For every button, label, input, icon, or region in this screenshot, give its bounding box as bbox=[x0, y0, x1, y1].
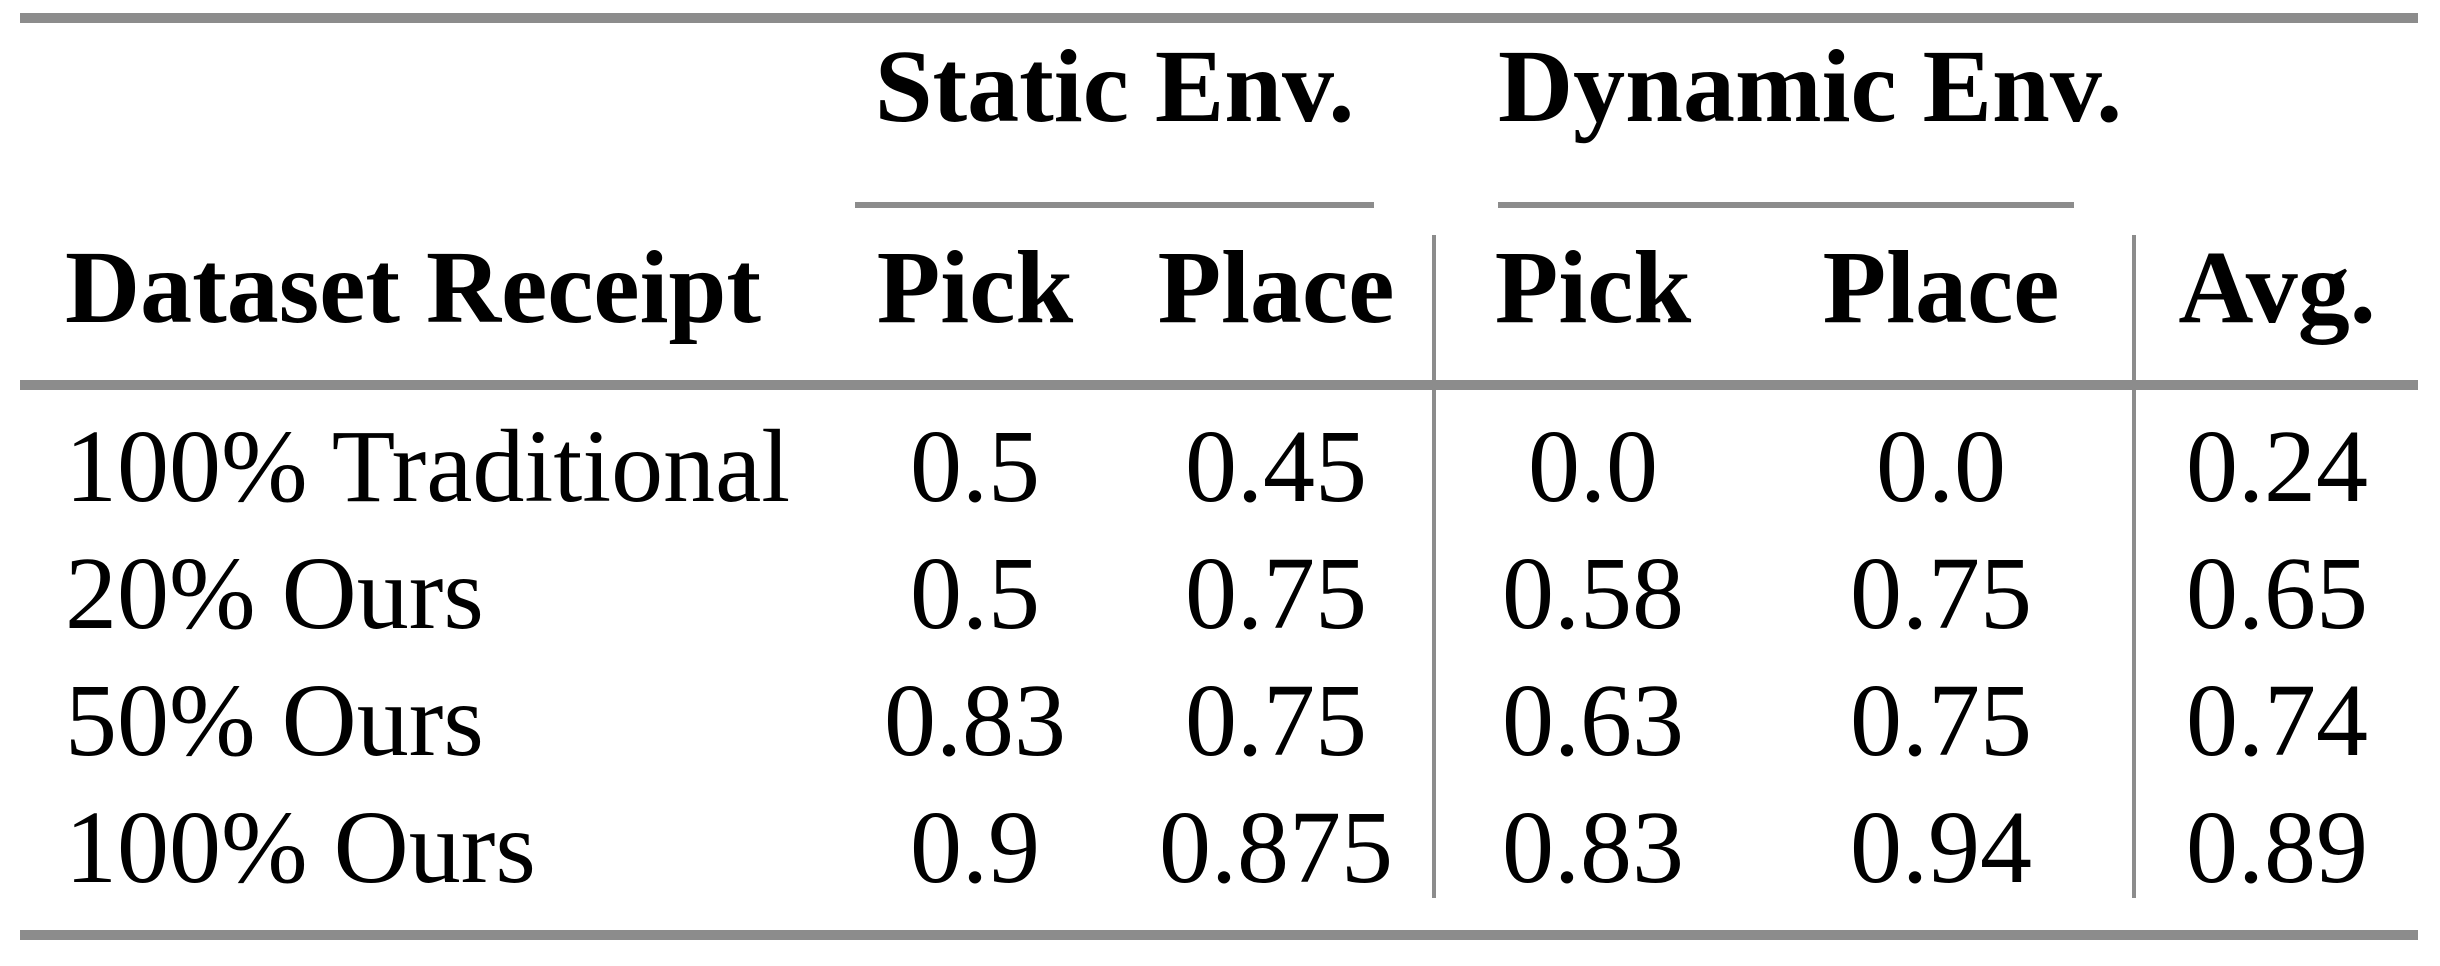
column-header-avg: Avg. bbox=[2132, 230, 2419, 390]
column-header-dynamic-pick: Pick bbox=[1432, 230, 1751, 390]
static-place-cell: 0.875 bbox=[1159, 790, 1393, 905]
dynamic-pick-cell: 0.63 bbox=[1432, 644, 1751, 778]
dynamic-pick-cell: 0.58 bbox=[1432, 517, 1751, 651]
dynamic-pick-cell: 0.0 bbox=[1432, 385, 1751, 524]
avg-cell: 0.24 bbox=[2132, 385, 2419, 524]
table-row: 100% Ours 0.9 0.875 0.83 0.94 0.89 bbox=[20, 771, 2419, 905]
dynamic-place-cell: 0.0 bbox=[1876, 409, 2007, 524]
table-row: 50% Ours 0.83 0.75 0.63 0.75 0.74 bbox=[20, 644, 2419, 778]
column-group-dynamic-label: Dynamic Env. bbox=[1498, 23, 2122, 208]
static-place-cell: 0.45 bbox=[1185, 409, 1367, 524]
static-pick-cell: 0.9 bbox=[910, 790, 1040, 905]
spacer-cell bbox=[2134, 18, 2418, 235]
table-row: 100% Traditional 0.5 0.45 0.0 0.0 0.24 bbox=[20, 385, 2419, 524]
column-header-dataset-receipt: Dataset Receipt bbox=[20, 230, 830, 390]
static-place-cell: 0.75 bbox=[1185, 536, 1367, 651]
avg-cell: 0.89 bbox=[2132, 771, 2419, 905]
row-label-cell: 100% Ours bbox=[65, 790, 536, 905]
static-pick-cell: 0.5 bbox=[910, 536, 1040, 651]
row-label-cell: 100% Traditional bbox=[65, 409, 791, 524]
column-group-dynamic: Dynamic Env. bbox=[1434, 18, 2134, 235]
column-group-static: Static Env. bbox=[830, 18, 1434, 235]
column-header-dynamic-place: Place bbox=[1750, 230, 2135, 390]
row-label-cell: 50% Ours bbox=[65, 663, 484, 778]
results-table: Static Env. Dynamic Env. Dataset Receipt… bbox=[20, 13, 2419, 940]
column-header-static-place: Place bbox=[1120, 230, 1435, 390]
row-label-cell: 20% Ours bbox=[65, 536, 484, 651]
spacer-cell bbox=[20, 18, 830, 235]
dynamic-pick-cell: 0.83 bbox=[1432, 771, 1751, 905]
dynamic-place-cell: 0.75 bbox=[1850, 536, 2033, 651]
group-header-row: Static Env. Dynamic Env. bbox=[20, 18, 2418, 235]
column-header-static-pick: Pick bbox=[830, 230, 1120, 390]
static-pick-cell: 0.5 bbox=[910, 409, 1040, 524]
column-header-row: Dataset Receipt Pick Place Pick Place Av… bbox=[20, 230, 2419, 390]
table-row: 20% Ours 0.5 0.75 0.58 0.75 0.65 bbox=[20, 517, 2419, 651]
dynamic-place-cell: 0.94 bbox=[1850, 790, 2033, 905]
avg-cell: 0.65 bbox=[2132, 517, 2419, 651]
avg-cell: 0.74 bbox=[2132, 644, 2419, 778]
static-pick-cell: 0.83 bbox=[884, 663, 1066, 778]
static-place-cell: 0.75 bbox=[1185, 663, 1367, 778]
column-group-static-label: Static Env. bbox=[855, 23, 1375, 208]
dynamic-place-cell: 0.75 bbox=[1850, 663, 2033, 778]
